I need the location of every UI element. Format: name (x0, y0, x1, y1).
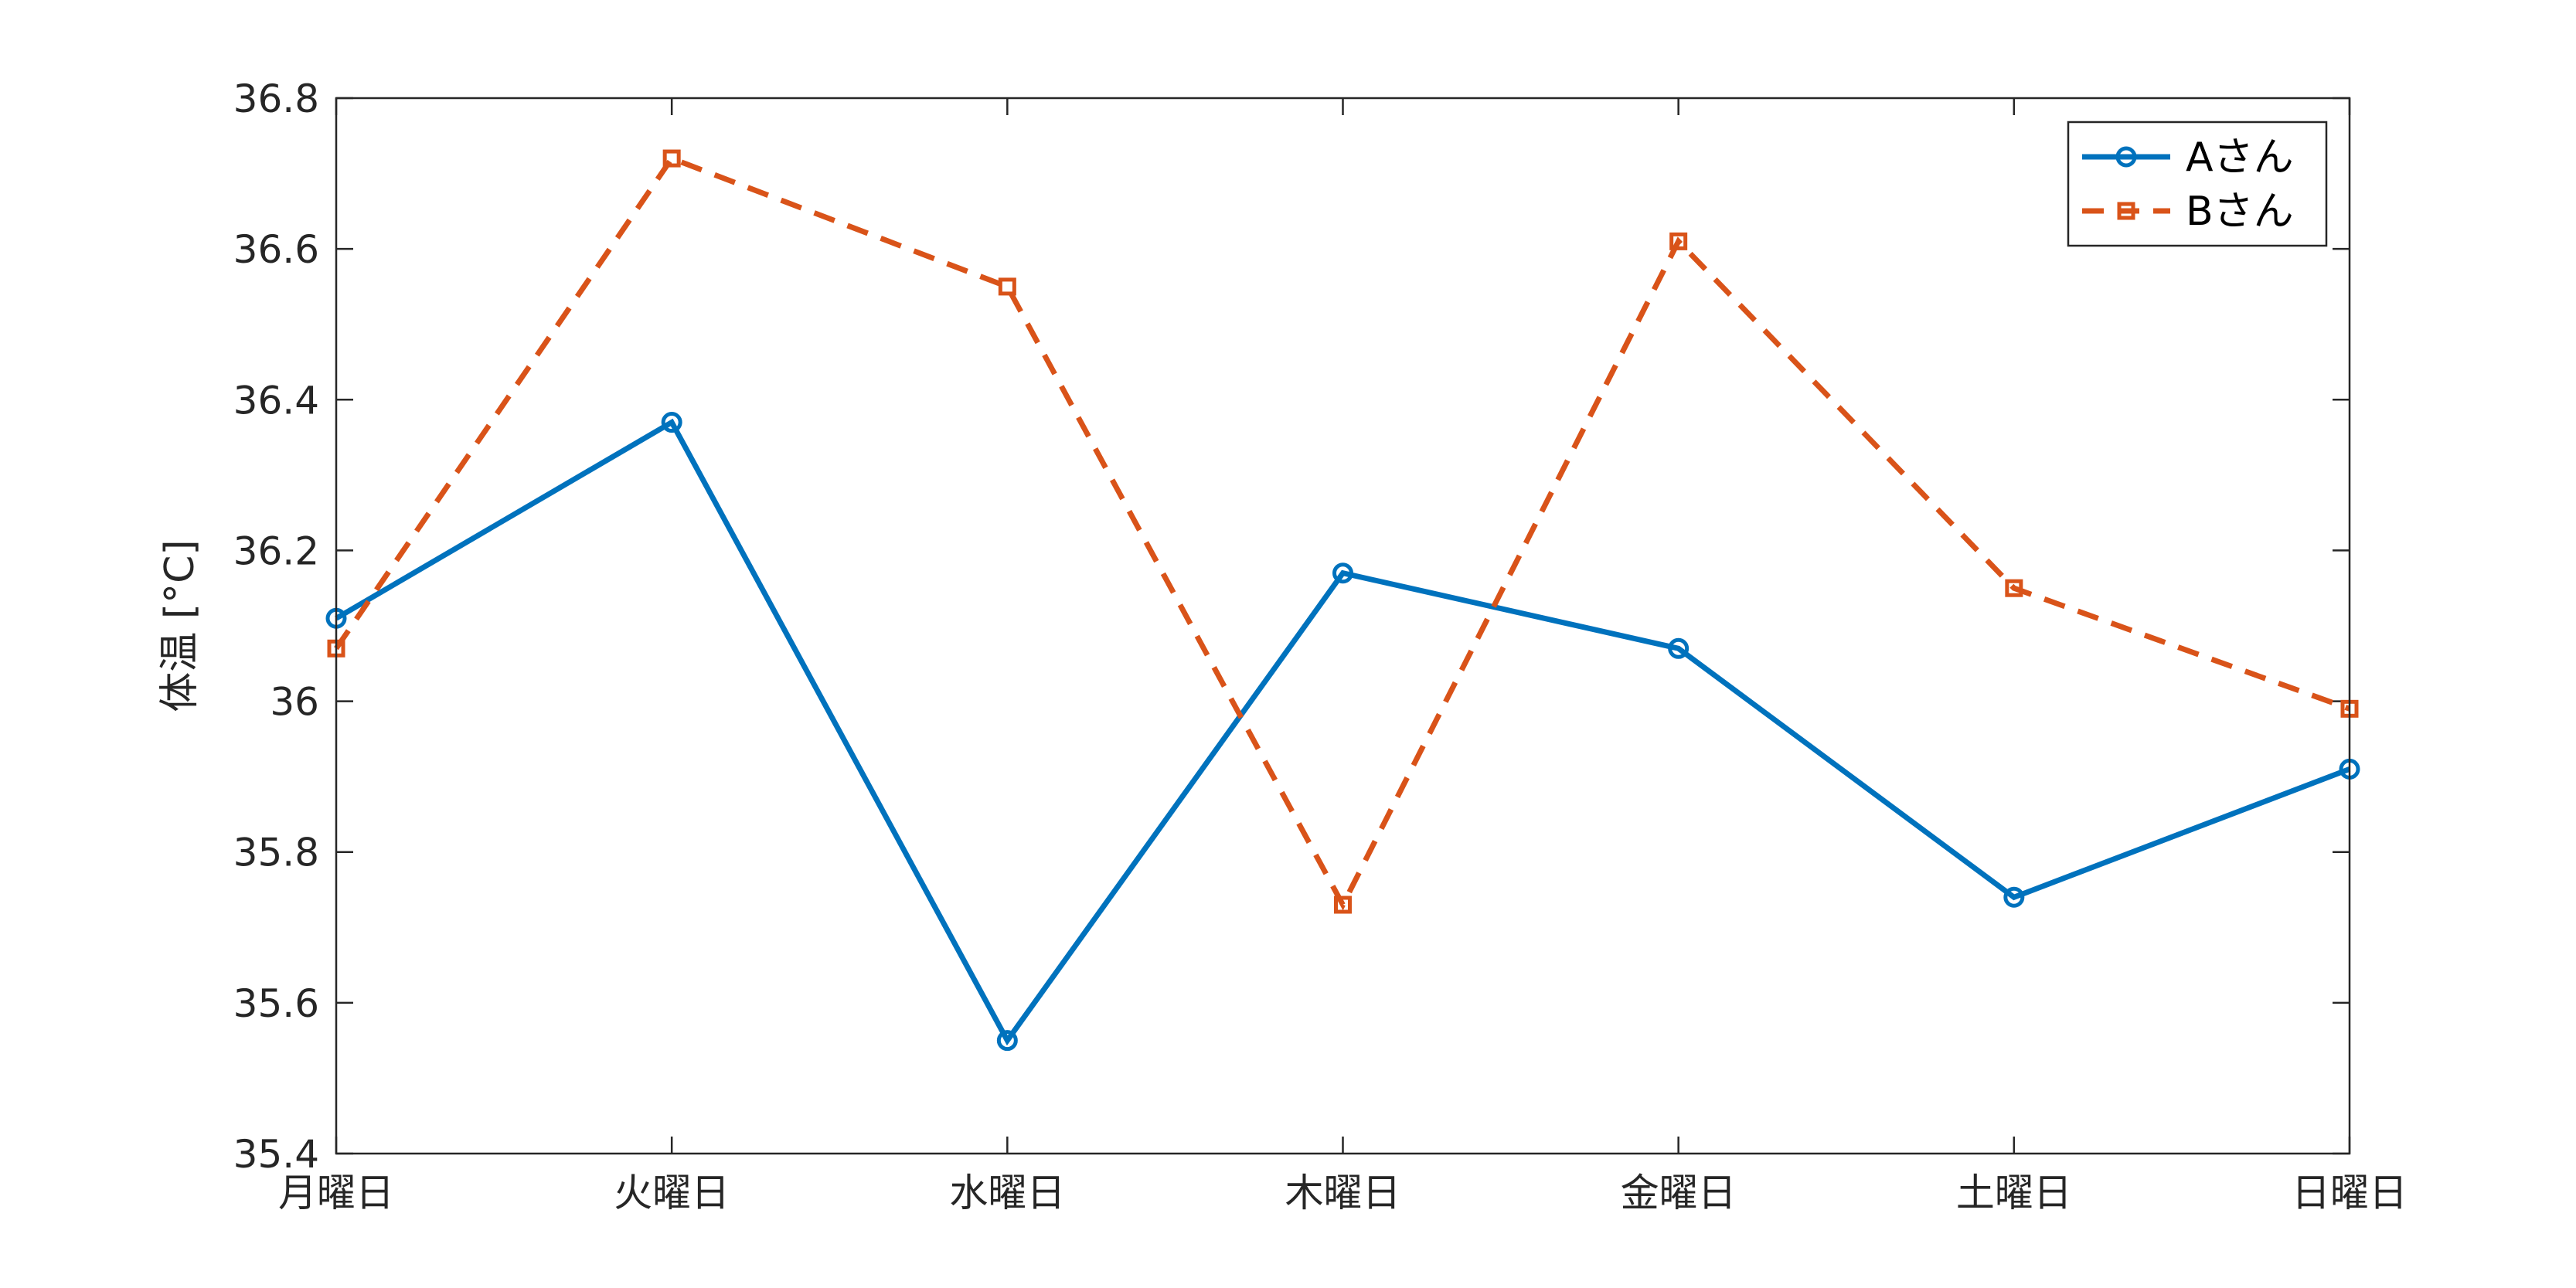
series-line-2 (334, 155, 2351, 911)
legend-marker-1 (2115, 146, 2137, 168)
x-tick-label: 木曜日 (1285, 1171, 1401, 1215)
series-line-1 (335, 418, 2351, 1046)
x-tick-label: 水曜日 (949, 1171, 1065, 1215)
series-1-point (1668, 637, 1690, 659)
y-tick-label: 35.4 (233, 1132, 319, 1177)
legend-label-1: Aさん (2186, 134, 2294, 181)
legend-marker-2 (2117, 202, 2135, 220)
y-tick-label: 35.8 (233, 831, 319, 875)
x-tick-label: 土曜日 (1956, 1171, 2072, 1215)
x-tick-label: 日曜日 (2292, 1171, 2408, 1215)
plot-frame (335, 97, 2351, 1155)
x-tick-label: 月曜日 (278, 1171, 394, 1215)
legend: Aさん Bさん (2067, 121, 2328, 247)
series-1-point (661, 412, 682, 433)
series-2-point (1669, 232, 1688, 250)
y-tick-label: 35.6 (233, 981, 319, 1026)
x-tick-label: 金曜日 (1621, 1171, 1737, 1215)
y-tick-label: 36.4 (233, 378, 319, 423)
series-1-point (2003, 886, 2025, 908)
y-axis-title: 体温 [°C] (157, 539, 203, 712)
series-2-point (662, 149, 681, 168)
series-2-point (998, 277, 1016, 296)
legend-label-2: Bさん (2186, 189, 2294, 235)
series-1-point (1332, 562, 1353, 584)
series-1-point (996, 1030, 1018, 1052)
plot-area (336, 98, 2350, 1154)
y-tick-label: 36.8 (233, 76, 319, 121)
y-tick-label: 36 (270, 680, 319, 725)
x-tick-label: 火曜日 (614, 1171, 730, 1215)
series-2-point (2005, 579, 2023, 597)
series-2-point (1334, 895, 1352, 914)
y-tick-label: 36.6 (233, 227, 319, 272)
legend-box (2067, 121, 2328, 247)
y-tick-label: 36.2 (233, 528, 319, 573)
